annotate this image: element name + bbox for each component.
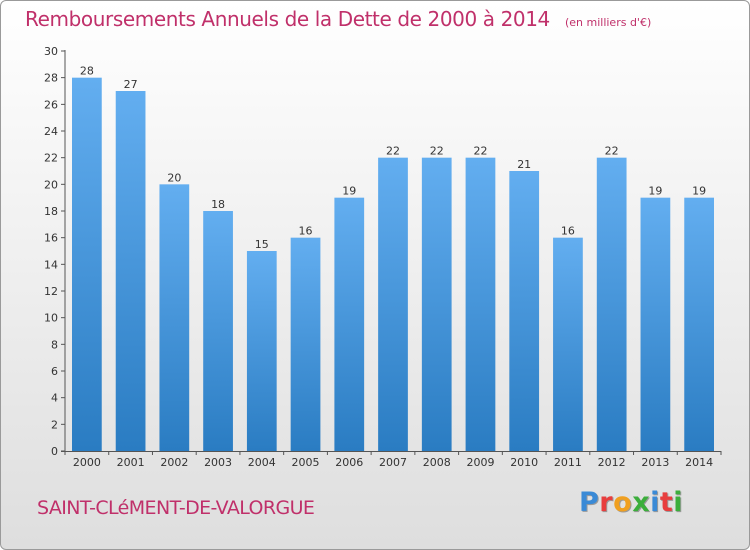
logo-letter: r — [599, 487, 614, 518]
data-label: 27 — [124, 78, 138, 91]
x-tick-label: 2007 — [379, 456, 407, 469]
x-tick-label: 2002 — [160, 456, 188, 469]
x-tick-label: 2009 — [466, 456, 494, 469]
y-tick-label: 18 — [44, 205, 58, 218]
y-tick-label: 26 — [44, 98, 58, 111]
y-tick-label: 2 — [51, 418, 58, 431]
y-tick-label: 14 — [44, 258, 58, 271]
data-label: 16 — [299, 225, 313, 238]
x-tick-label: 2012 — [598, 456, 626, 469]
data-label: 18 — [211, 198, 225, 211]
logo-letter: t — [659, 487, 674, 518]
logo-letter: x — [632, 487, 651, 518]
logo-letter: i — [673, 487, 684, 518]
x-tick-label: 2003 — [204, 456, 232, 469]
y-tick-label: 12 — [44, 285, 58, 298]
data-label: 22 — [430, 145, 444, 158]
x-tick-label: 2013 — [641, 456, 669, 469]
x-tick-label: 2001 — [117, 456, 145, 469]
bar — [378, 157, 408, 452]
logo-letter: o — [613, 487, 633, 518]
bar — [246, 251, 277, 451]
y-tick-label: 4 — [51, 392, 58, 405]
y-tick-label: 24 — [44, 125, 58, 138]
bar — [465, 157, 496, 452]
x-tick-label: 2000 — [73, 456, 101, 469]
data-label: 20 — [167, 171, 181, 184]
x-tick-label: 2014 — [685, 456, 713, 469]
bar — [509, 171, 540, 451]
bar — [553, 237, 583, 451]
y-tick-label: 6 — [51, 365, 58, 378]
x-tick-label: 2008 — [423, 456, 451, 469]
chart-title-block: Remboursements Annuels de la Dette de 20… — [25, 7, 651, 31]
bar — [290, 237, 321, 451]
y-tick-label: 8 — [51, 338, 58, 351]
data-label: 21 — [517, 158, 531, 171]
data-label: 19 — [648, 185, 662, 198]
bar — [640, 197, 671, 451]
x-tick-label: 2004 — [248, 456, 276, 469]
y-tick-label: 22 — [44, 152, 58, 165]
y-tick-label: 10 — [44, 312, 58, 325]
proxiti-logo: Proxiti — [579, 487, 683, 518]
x-tick-label: 2010 — [510, 456, 538, 469]
data-label: 15 — [255, 238, 269, 251]
y-tick-label: 0 — [51, 445, 58, 458]
logo-letter: i — [650, 487, 660, 518]
chart-title: Remboursements Annuels de la Dette de 20… — [25, 7, 550, 31]
y-tick-label: 16 — [44, 232, 58, 245]
y-tick-label: 28 — [44, 72, 58, 85]
commune-name: SAINT-CLéMENT-DE-VALORGUE — [37, 497, 315, 519]
bar — [684, 197, 714, 451]
bar — [596, 157, 627, 452]
data-label: 22 — [386, 145, 400, 158]
data-label: 16 — [561, 225, 575, 238]
bar — [72, 77, 102, 452]
data-label: 19 — [692, 185, 706, 198]
x-tick-label: 2011 — [554, 456, 582, 469]
data-label: 22 — [473, 145, 487, 158]
data-label: 22 — [605, 145, 619, 158]
data-label: 28 — [80, 65, 94, 78]
logo-letter: P — [579, 487, 600, 518]
x-tick-label: 2006 — [335, 456, 363, 469]
data-label: 19 — [342, 185, 356, 198]
bar — [421, 157, 452, 452]
x-tick-label: 2005 — [292, 456, 320, 469]
y-tick-label: 20 — [44, 178, 58, 191]
chart-subtitle: (en milliers d'€) — [564, 16, 652, 29]
bar — [203, 211, 233, 451]
bar — [159, 184, 190, 451]
y-tick-label: 30 — [44, 45, 58, 58]
bar — [115, 91, 146, 451]
bar — [334, 197, 365, 451]
